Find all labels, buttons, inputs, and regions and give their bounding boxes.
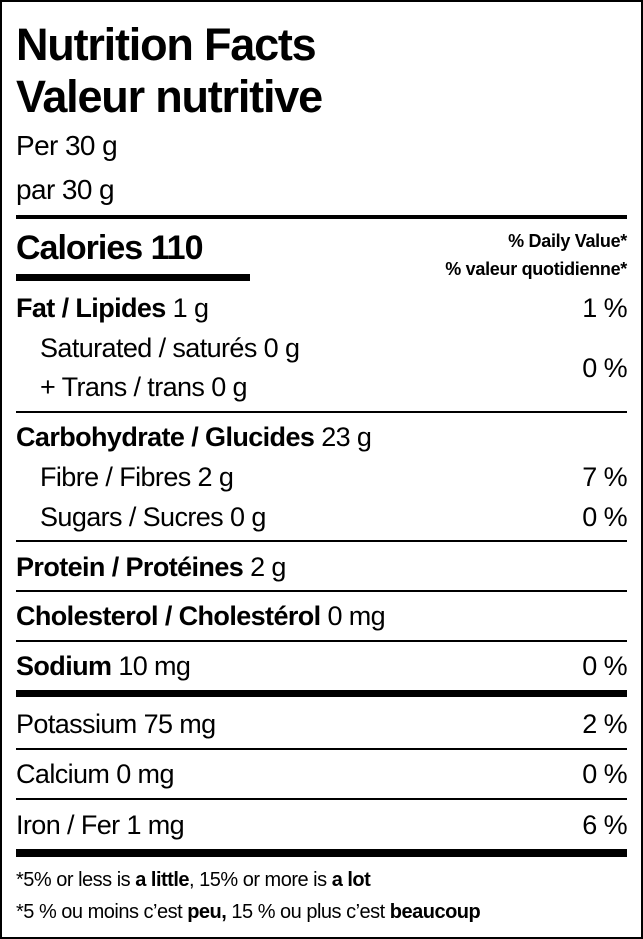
title-en: Nutrition Facts [16, 19, 317, 70]
calcium-label: Calcium [16, 759, 110, 789]
carbohydrate-amount: 23 g [321, 422, 372, 452]
calories-label: Calories [16, 229, 143, 267]
fibre-label: Fibre / Fibres [40, 462, 191, 492]
footnote-emphasis: peu, [187, 901, 227, 923]
sugars-label: Sugars / Sucres [40, 502, 224, 532]
fibre-amount: 2 g [197, 462, 234, 492]
calories-value: 110 [150, 229, 204, 267]
serving-size-en: Per 30 g [16, 130, 118, 161]
sugars-amount: 0 g [230, 502, 266, 532]
divider [16, 748, 627, 750]
carbohydrate-row: Carbohydrate / Glucides 23 g [16, 421, 372, 453]
title-fr: Valeur nutritive [16, 71, 323, 122]
fat-dv: 1 % [582, 293, 627, 323]
fibre-dv: 7 % [582, 462, 627, 492]
divider [16, 640, 627, 642]
cholesterol-row: Cholesterol / Cholestérol 0 mg [16, 600, 386, 632]
footnote-text: , 15% or more is [189, 869, 332, 891]
potassium-dv: 2 % [582, 709, 627, 739]
daily-value-heading-en: % Daily Value* [508, 231, 627, 251]
thick-divider [16, 690, 627, 697]
footnote-emphasis: beaucoup [389, 901, 481, 923]
divider [16, 540, 627, 542]
calcium-amount: 0 mg [116, 759, 174, 789]
protein-amount: 2 g [250, 552, 286, 582]
fat-amount: 1 g [172, 293, 209, 323]
footnote-text: *5% or less is [16, 869, 136, 891]
sodium-dv: 0 % [582, 651, 627, 681]
divider [16, 590, 627, 592]
iron-dv: 6 % [582, 810, 627, 840]
sugars-row: Sugars / Sucres 0 g [40, 501, 266, 533]
saturated-trans-dv: 0 % [582, 353, 627, 383]
footnote-text: *5 % ou moins c’est [16, 901, 188, 923]
saturated-label: Saturated / saturés [40, 333, 257, 363]
sodium-row: Sodium 10 mg [16, 650, 191, 682]
protein-row: Protein / Protéines 2 g [16, 551, 286, 583]
cholesterol-amount: 0 mg [327, 601, 386, 631]
divider [16, 798, 627, 800]
iron-row: Iron / Fer 1 mg [16, 809, 185, 841]
footnote-emphasis: a little [135, 869, 190, 891]
sodium-amount: 10 mg [118, 651, 191, 681]
potassium-amount: 75 mg [143, 709, 217, 739]
divider [16, 215, 627, 219]
sugars-dv: 0 % [582, 502, 627, 532]
fibre-row: Fibre / Fibres 2 g [40, 461, 234, 493]
fat-row: Fat / Lipides 1 g [16, 292, 209, 324]
calories-underbar [16, 274, 250, 281]
footnote-emphasis: a lot [331, 869, 371, 891]
footnote-en: *5% or less is a little, 15% or more is … [16, 867, 371, 893]
iron-amount: 1 mg [126, 810, 185, 840]
potassium-label: Potassium [16, 709, 137, 739]
carbohydrate-label: Carbohydrate / Glucides [16, 422, 315, 452]
calories-row: Calories 110 [16, 228, 203, 268]
saturated-row: Saturated / saturés 0 g [40, 332, 300, 364]
sodium-label: Sodium [16, 651, 112, 681]
fat-label: Fat / Lipides [16, 293, 166, 323]
potassium-row: Potassium 75 mg [16, 708, 216, 740]
trans-row: + Trans / trans 0 g [40, 371, 248, 403]
serving-size-fr: par 30 g [16, 174, 115, 205]
protein-label: Protein / Protéines [16, 552, 244, 582]
divider [16, 411, 627, 413]
footnote-text: 15 % ou plus c’est [226, 901, 390, 923]
daily-value-heading-fr: % valeur quotidienne* [445, 259, 627, 279]
trans-label: + Trans / trans [40, 372, 205, 402]
cholesterol-label: Cholesterol / Cholestérol [16, 601, 321, 631]
iron-label: Iron / Fer [16, 810, 120, 840]
saturated-amount: 0 g [263, 333, 300, 363]
footnote-fr: *5 % ou moins c’est peu, 15 % ou plus c’… [16, 899, 481, 925]
calcium-dv: 0 % [582, 759, 627, 789]
trans-amount: 0 g [211, 372, 247, 402]
calcium-row: Calcium 0 mg [16, 758, 174, 790]
thick-divider [16, 849, 627, 857]
